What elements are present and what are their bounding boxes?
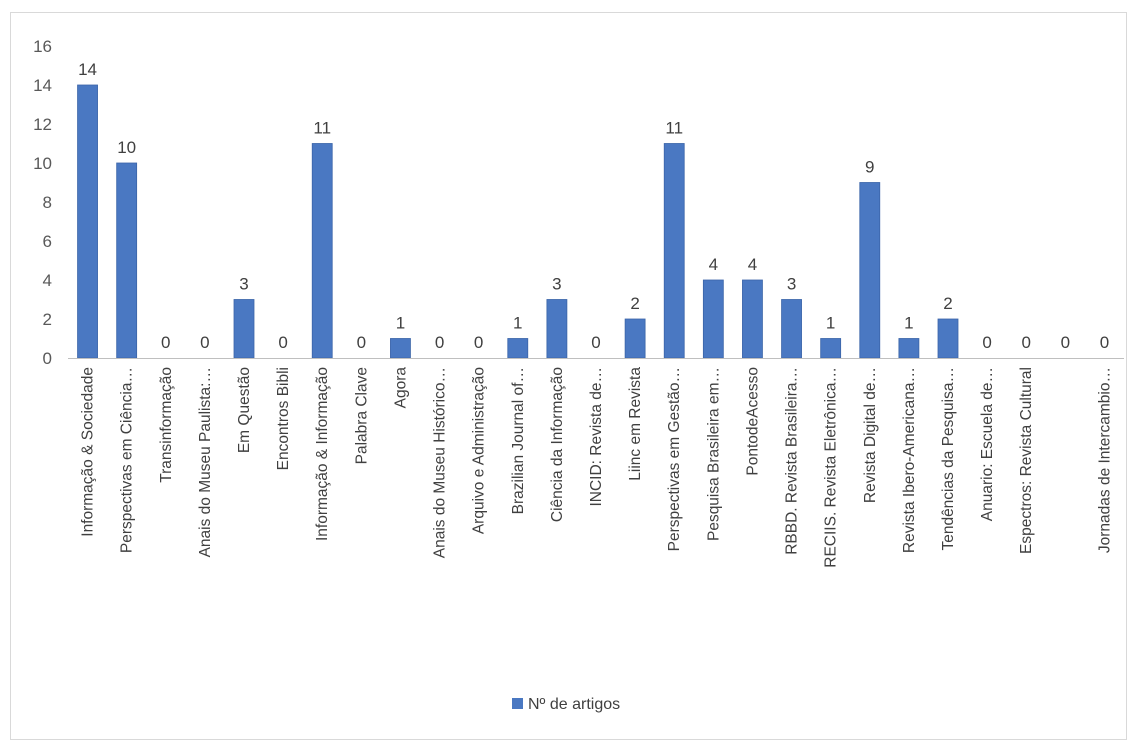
data-label: 11 <box>313 119 331 138</box>
y-tick-label: 14 <box>33 76 52 95</box>
category-label: Revista Digital de… <box>862 367 879 503</box>
legend-swatch <box>512 698 523 709</box>
data-label: 3 <box>787 275 796 294</box>
bar <box>859 182 881 359</box>
category-label: Tendências da Pesquisa… <box>940 367 957 551</box>
bar <box>546 299 568 359</box>
category-label: Arquivo e Administração <box>471 367 488 534</box>
bar <box>781 299 802 359</box>
data-label: 0 <box>1100 333 1109 352</box>
data-label: 4 <box>709 255 718 274</box>
data-label: 0 <box>982 333 991 352</box>
y-tick-label: 12 <box>33 115 52 134</box>
category-labels: Informação & Sociedade Perspectivas em Ci… <box>80 367 1114 568</box>
data-label: 1 <box>904 314 913 333</box>
bar <box>233 299 255 359</box>
category-label: Encontros Bibli <box>275 367 292 470</box>
category-label: RBBD. Revista Brasileira… <box>784 367 801 555</box>
bar <box>898 338 920 359</box>
category-label: Palabra Clave <box>353 367 370 464</box>
data-label: 2 <box>630 294 639 313</box>
data-label: 11 <box>665 119 683 138</box>
category-label: Jornadas de Intercambio… <box>1096 367 1113 553</box>
y-tick-label: 2 <box>43 310 52 329</box>
category-label: Informação & Informação <box>314 367 331 541</box>
data-label: 0 <box>1061 333 1070 352</box>
category-label: Pesquisa Brasileira em… <box>705 367 722 541</box>
bar <box>742 279 763 359</box>
bar <box>507 338 529 359</box>
data-label: 0 <box>474 333 483 352</box>
data-label: 0 <box>161 333 170 352</box>
data-label: 0 <box>591 333 600 352</box>
data-label: 0 <box>200 333 209 352</box>
bar <box>116 162 138 359</box>
category-label: Agora <box>392 367 409 409</box>
category-label: INCID: Revista de… <box>588 367 605 507</box>
category-label: PontodeAcesso <box>744 367 761 476</box>
data-label: 4 <box>748 255 757 274</box>
category-label: Anuario: Escuela de… <box>979 367 996 521</box>
category-label: Espectros: Revista Cultural <box>1018 367 1035 554</box>
category-label: Anais do Museu Histórico… <box>432 367 449 558</box>
bar <box>663 143 685 359</box>
y-tick-label: 4 <box>43 271 52 290</box>
legend-label: Nº de artigos <box>528 696 620 713</box>
y-tick-label: 16 <box>33 37 52 56</box>
category-label: Ciência da Informação <box>549 367 566 522</box>
category-label: Transinformação <box>158 367 175 483</box>
y-tick-label: 10 <box>33 154 52 173</box>
category-label: Liinc em Revista <box>627 367 644 481</box>
data-label: 2 <box>943 294 952 313</box>
data-label: 1 <box>826 314 835 333</box>
y-tick-label: 8 <box>43 193 52 212</box>
data-label: 1 <box>396 314 405 333</box>
data-label: 0 <box>1021 333 1030 352</box>
category-label: Revista Ibero-Americana… <box>901 367 918 553</box>
data-label: 1 <box>513 314 522 333</box>
y-axis-ticks: 0 2 4 6 8 10 12 14 16 <box>33 37 52 368</box>
bar <box>77 84 98 359</box>
category-label: Perspectivas em Gestão… <box>666 367 683 551</box>
bar <box>311 143 333 359</box>
category-label: Perspectivas em Ciência… <box>119 367 136 553</box>
data-label: 0 <box>357 333 366 352</box>
y-tick-label: 0 <box>43 349 52 368</box>
category-label: Brazilian Journal of… <box>510 367 527 514</box>
legend: Nº de artigos <box>512 696 620 713</box>
category-label: Anais do Museu Paulista:… <box>197 367 214 557</box>
bar <box>937 318 959 359</box>
bar <box>820 338 842 359</box>
data-label: 0 <box>435 333 444 352</box>
data-label: 10 <box>117 138 136 157</box>
bar <box>624 318 646 359</box>
data-label: 3 <box>239 275 248 294</box>
y-tick-label: 6 <box>43 232 52 251</box>
data-label: 0 <box>278 333 287 352</box>
bar <box>702 279 724 359</box>
category-label: Em Questão <box>236 367 253 453</box>
chart-frame <box>10 12 1127 740</box>
data-label: 14 <box>78 60 97 79</box>
bar <box>390 338 411 359</box>
category-label: RECIIS. Revista Eletrônica… <box>823 367 840 568</box>
category-label: Informação & Sociedade <box>80 367 97 537</box>
bars <box>77 84 959 359</box>
data-label: 9 <box>865 158 874 177</box>
data-label: 3 <box>552 275 561 294</box>
